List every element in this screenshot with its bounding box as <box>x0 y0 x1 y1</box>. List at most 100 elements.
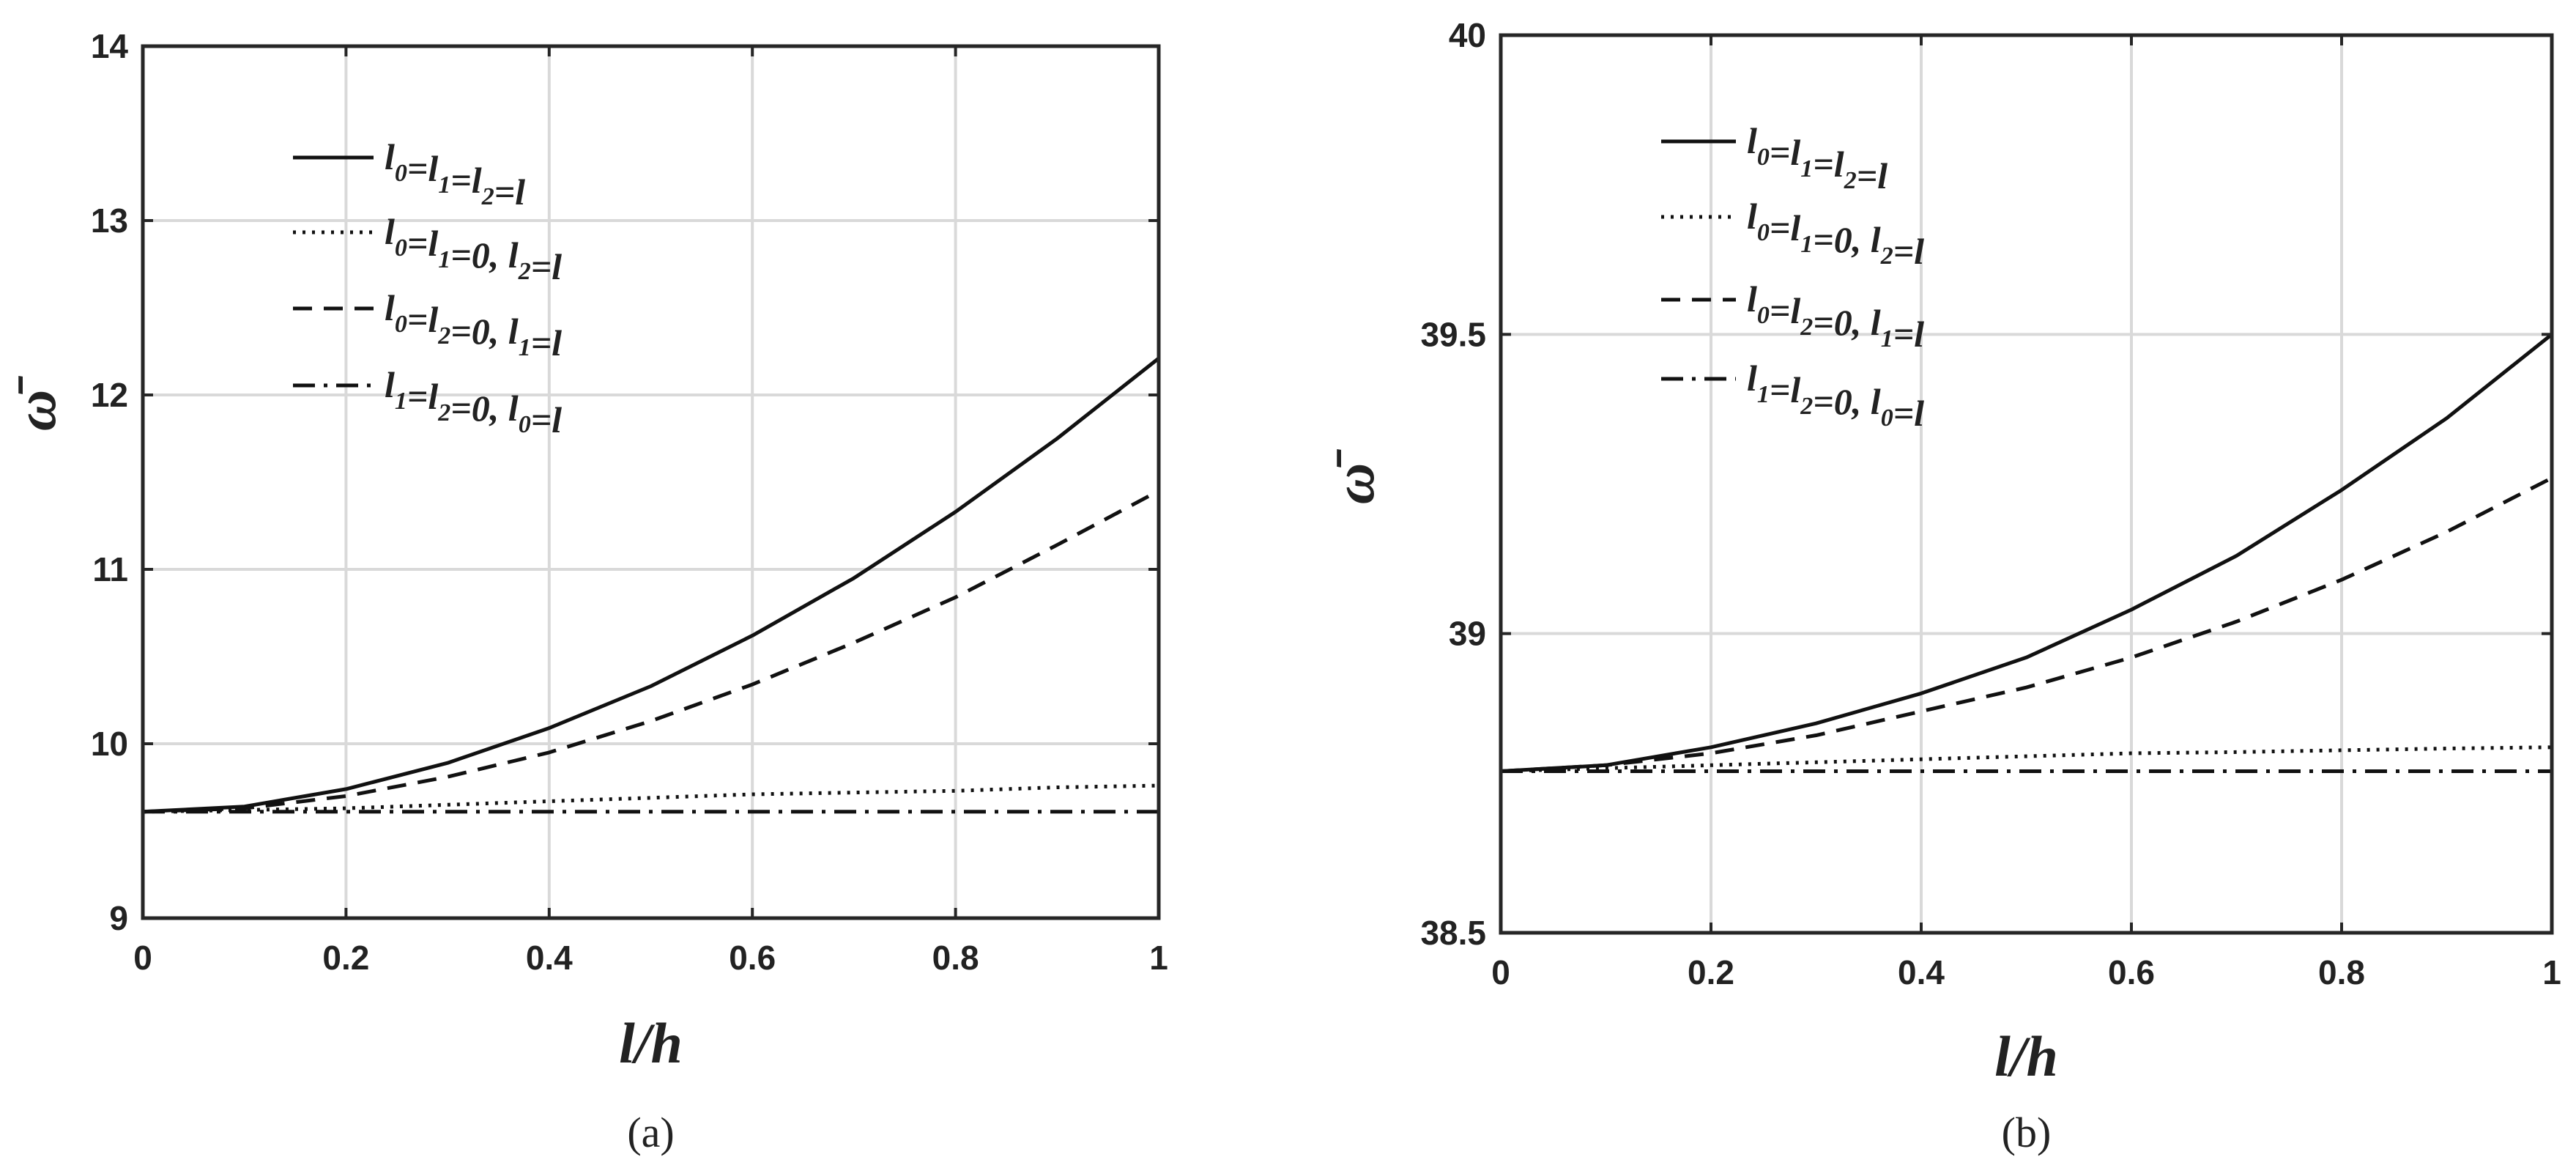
panel-a: 0 0.2 0.4 0.6 0.8 191011121314l/hω̄(a)l0=l1=l… <box>4 27 1168 1156</box>
x-axis-title: l/h <box>619 1011 683 1075</box>
legend-text-part: =l <box>1893 393 1924 434</box>
legend-text-part: l <box>1747 120 1757 161</box>
y-tick-label: 9 <box>109 899 128 937</box>
legend-subscript: 0 <box>1757 219 1770 246</box>
legend-entry: l0=l1=l2=l <box>1747 120 1888 196</box>
y-tick-label: 10 <box>91 725 128 763</box>
series-line-solid <box>142 357 1160 814</box>
legend-text-part: =0, l <box>1813 381 1880 422</box>
series-line-dotted <box>1500 745 2553 773</box>
y-tick-label: 11 <box>92 550 128 588</box>
x-tick-label: 0.6 <box>2108 953 2155 991</box>
legend-subscript: 2 <box>437 322 450 350</box>
legend-text-part: =0, l <box>450 388 518 429</box>
legend-subscript: 2 <box>437 399 450 426</box>
legend-entry: l0=l1=l2=l <box>385 136 525 212</box>
legend-text-part: =l <box>1770 290 1800 331</box>
legend-text-part: l <box>385 211 395 252</box>
legend-text-part: l <box>1747 358 1757 399</box>
legend-subscript: 0 <box>395 160 407 187</box>
legend-text-part: =l <box>450 160 481 201</box>
legend-subscript: 1 <box>1757 381 1770 408</box>
legend-subscript: 0 <box>395 234 407 262</box>
x-tick-label: 0.4 <box>1898 953 1945 991</box>
series-line-solid <box>1500 333 2553 773</box>
legend-entry: l0=l1=0, l2=l <box>385 211 562 287</box>
legend-subscript: 1 <box>438 171 450 199</box>
legend-text-part: =0, l <box>1813 302 1880 343</box>
legend-entry: l1=l2=0, l0=l <box>1747 358 1924 434</box>
legend-text-part: =l <box>494 171 525 212</box>
x-tick-label: 1 <box>2542 953 2561 991</box>
y-tick-label: 40 <box>1449 16 1486 54</box>
legend-text-part: =l <box>1813 144 1844 185</box>
legend-subscript: 2 <box>1844 167 1857 194</box>
legend-entry: l0=l2=0, l1=l <box>1747 278 1924 355</box>
legend-subscript: 2 <box>1800 314 1813 341</box>
legend-subscript: 1 <box>519 334 531 361</box>
legend-subscript: 1 <box>1800 155 1813 182</box>
legend-text-part: =l <box>407 376 438 417</box>
legend-text-part: =l <box>1893 231 1924 272</box>
y-tick-label: 39.5 <box>1420 315 1486 353</box>
panel-label: (b) <box>2002 1109 2052 1156</box>
series-line-dashed <box>142 489 1160 814</box>
y-tick-label: 12 <box>91 376 128 414</box>
legend-text-part: =l <box>531 322 562 363</box>
legend-text-part: =l <box>1770 207 1800 248</box>
legend-text-part: =0, l <box>1813 219 1880 260</box>
legend-subscript: 2 <box>1880 243 1893 270</box>
legend-text-part: =l <box>407 299 438 340</box>
x-tick-label: 0.2 <box>322 939 369 977</box>
legend-text-part: =l <box>407 223 438 264</box>
legend-text-part: =l <box>1893 314 1924 355</box>
legend-subscript: 0 <box>1881 404 1893 432</box>
legend-text-part: =l <box>1857 155 1888 196</box>
legend-text-part: =l <box>531 399 562 440</box>
x-tick-label: 0 <box>1491 953 1510 991</box>
panel-b: 0 0.2 0.4 0.6 0.8 138.53939.540l/hω̄(b)l0=l1=… <box>1322 16 2561 1156</box>
legend-subscript: 0 <box>519 411 531 438</box>
legend-text-part: =l <box>1770 132 1800 173</box>
legend-text-part: l <box>1747 196 1757 237</box>
legend-entry: l1=l2=0, l0=l <box>385 364 562 440</box>
legend-subscript: 2 <box>481 183 494 210</box>
x-tick-label: 0.4 <box>526 939 573 977</box>
y-axis-title: ω̄ <box>4 376 67 431</box>
legend-text-part: =l <box>1770 369 1800 410</box>
plot-frame <box>141 44 1161 920</box>
legend-text-part: l <box>385 136 395 177</box>
legend-text-part: =l <box>407 148 438 189</box>
y-axis-title: ω̄ <box>1322 449 1386 504</box>
legend-text-part: l <box>385 287 395 328</box>
legend-subscript: 1 <box>1800 231 1813 258</box>
legend-subscript: 1 <box>395 388 407 415</box>
x-tick-label: 0.8 <box>932 939 979 977</box>
x-tick-label: 0 <box>133 939 152 977</box>
legend-entry: l0=l1=0, l2=l <box>1747 196 1924 272</box>
panel-label: (a) <box>627 1109 674 1156</box>
legend-subscript: 1 <box>1881 325 1893 352</box>
x-tick-label: 0.6 <box>729 939 776 977</box>
x-tick-label: 1 <box>1149 939 1168 977</box>
y-tick-label: 13 <box>91 202 128 240</box>
y-tick-label: 38.5 <box>1420 914 1486 952</box>
legend-text-part: =0, l <box>450 311 518 352</box>
x-tick-label: 0.8 <box>2318 953 2365 991</box>
legend-text-part: l <box>1747 278 1757 319</box>
x-tick-label: 0.2 <box>1688 953 1734 991</box>
x-axis-title: l/h <box>1994 1024 2058 1088</box>
legend-subscript: 1 <box>438 246 450 273</box>
legend-entry: l0=l2=0, l1=l <box>385 287 562 363</box>
legend-subscript: 2 <box>518 258 531 285</box>
series-line-dashed <box>1500 476 2553 773</box>
legend-subscript: 0 <box>1757 144 1770 171</box>
legend-text-part: l <box>385 364 395 405</box>
legend-subscript: 0 <box>1757 302 1770 329</box>
legend-subscript: 0 <box>395 311 407 338</box>
legend-text-part: =0, l <box>450 234 518 276</box>
legend-subscript: 2 <box>1800 393 1813 420</box>
legend-text-part: =l <box>531 246 562 287</box>
